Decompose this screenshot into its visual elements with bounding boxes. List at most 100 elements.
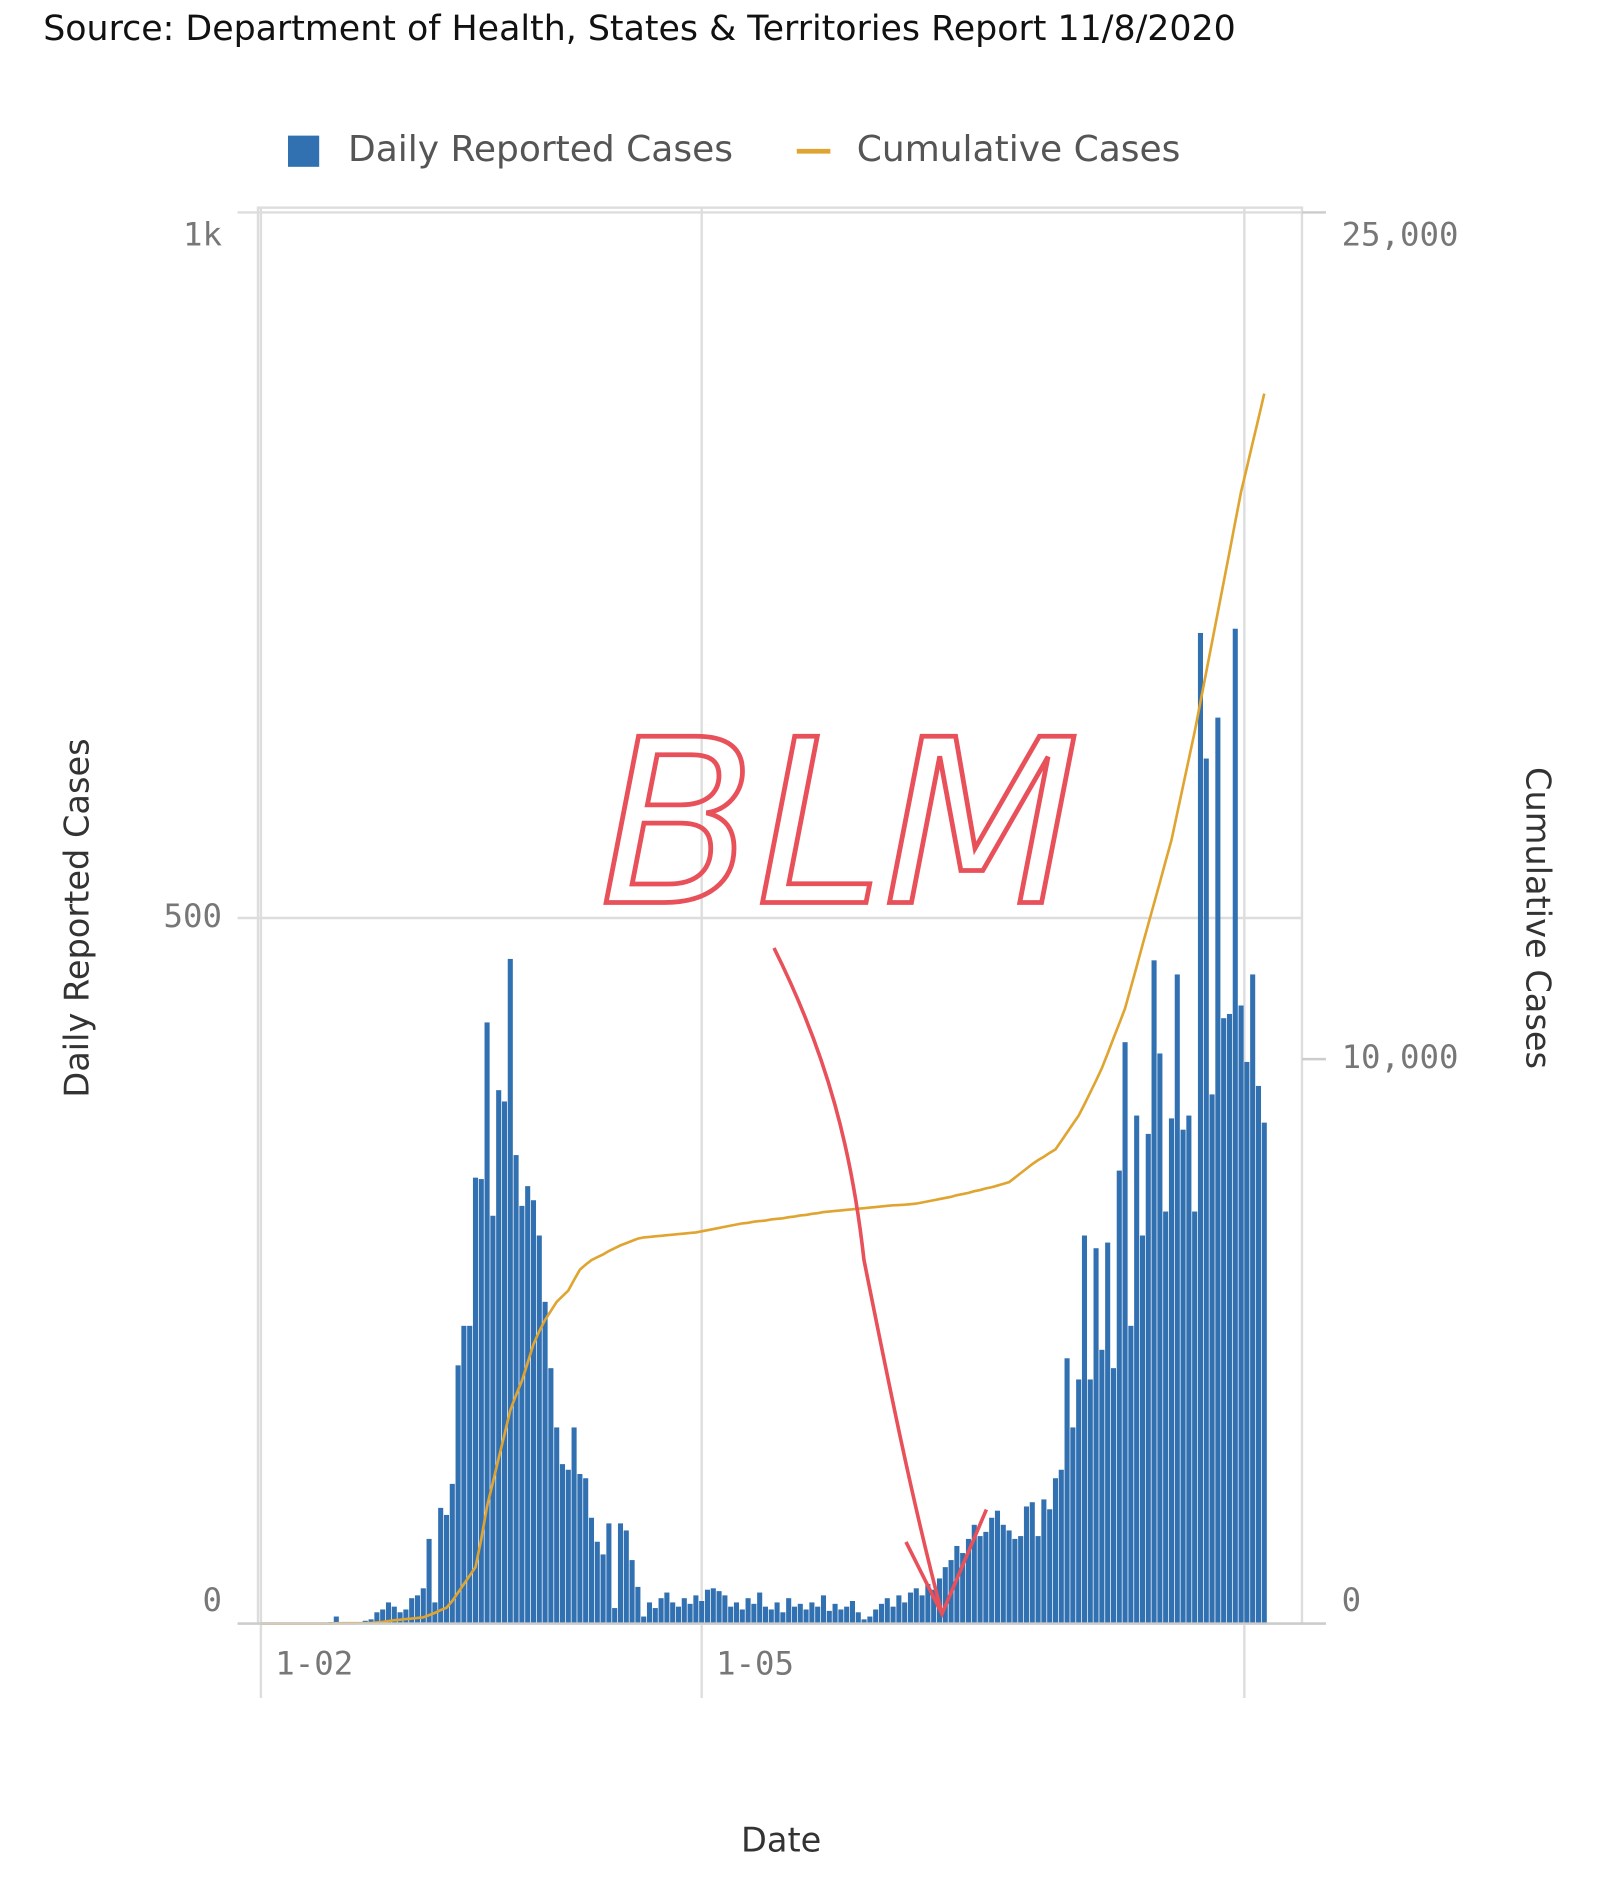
bar [838,1609,844,1624]
y-tick-label: 0 [202,1581,222,1619]
bar [1128,1325,1134,1624]
bar [786,1598,792,1624]
line [260,393,1266,1625]
bar [780,1612,786,1624]
bar [449,1483,455,1624]
bar [1099,1349,1105,1624]
bar [670,1602,676,1624]
bar [1047,1509,1053,1624]
bar [559,1464,566,1624]
bar [1226,1013,1233,1624]
bar [525,1186,531,1624]
bar [519,1205,525,1624]
bar [1192,1211,1198,1624]
x-axis-label: Date [741,1820,821,1859]
bar [902,1602,908,1624]
bar [571,1427,577,1624]
bar [1064,1358,1070,1624]
bar [1232,628,1238,1624]
bar [1168,1118,1175,1624]
bar [884,1598,890,1624]
bar [907,1592,914,1624]
bar [768,1609,774,1624]
bar [600,1554,606,1624]
bar [820,1595,827,1624]
bar [867,1616,873,1624]
y-tick-label: 1k [183,215,222,253]
bar [675,1606,682,1624]
bar [455,1365,461,1624]
bar [420,1588,426,1624]
bar [1174,974,1180,1624]
bar [693,1595,699,1624]
legend-swatch [287,135,320,167]
bar [745,1598,751,1624]
bar [1076,1379,1082,1624]
bar [652,1608,658,1624]
bar [1116,1170,1122,1624]
legend-label: Cumulative Cases [857,129,1181,170]
bar [844,1606,850,1624]
y-axis-label: Daily Reported Cases [58,738,97,1097]
bar [774,1602,780,1624]
bar [646,1602,653,1624]
bar [1012,1538,1018,1624]
bar [548,1368,554,1624]
bar [989,1517,995,1624]
bar [733,1602,740,1624]
bar [855,1612,861,1624]
bar [478,1179,484,1624]
bar [699,1601,705,1624]
bar [1093,1248,1099,1624]
bar [530,1200,537,1624]
bar [925,1584,931,1624]
bar [513,1155,519,1624]
bar [913,1588,919,1624]
bar [1052,1478,1059,1624]
bar [333,1616,339,1624]
bar [484,1022,490,1624]
bar [426,1538,432,1624]
source: Source: Department of Health, States & T… [43,9,1236,49]
bar [391,1606,397,1624]
annotation: BLM [600,690,1080,956]
bar [1197,632,1204,1624]
bar [565,1469,571,1624]
bar [762,1606,769,1624]
bar [722,1595,728,1624]
x-tick-label: 1-05 [716,1645,794,1683]
bar [890,1606,896,1624]
bar [1151,960,1157,1624]
bar [757,1592,763,1624]
bar [1250,974,1256,1624]
bar [971,1524,977,1624]
bar [1186,1115,1192,1624]
bar [583,1478,589,1624]
bar [815,1606,821,1624]
x-tick-label: 1-02 [275,1645,353,1683]
bar [641,1616,647,1624]
bar [443,1514,450,1624]
y-tick-label: 500 [164,897,222,935]
bar [368,1619,374,1624]
legend-label: Daily Reported Cases [348,129,733,170]
bar [542,1301,548,1624]
bar [803,1609,809,1624]
bar [629,1560,635,1624]
bar [1180,1129,1186,1624]
bar [594,1541,600,1624]
bar [1058,1469,1064,1624]
bar [1105,1242,1111,1624]
bar [832,1603,838,1624]
bar [623,1530,629,1624]
bar [577,1473,583,1624]
bar [658,1598,664,1624]
bar [977,1536,983,1624]
bar [1145,1133,1151,1624]
bar [1209,1094,1215,1624]
bar [635,1586,641,1624]
bar [965,1538,972,1624]
bar [1122,1042,1128,1624]
bar [461,1325,467,1624]
y2-axis-label: Cumulative Cases [1518,767,1557,1069]
